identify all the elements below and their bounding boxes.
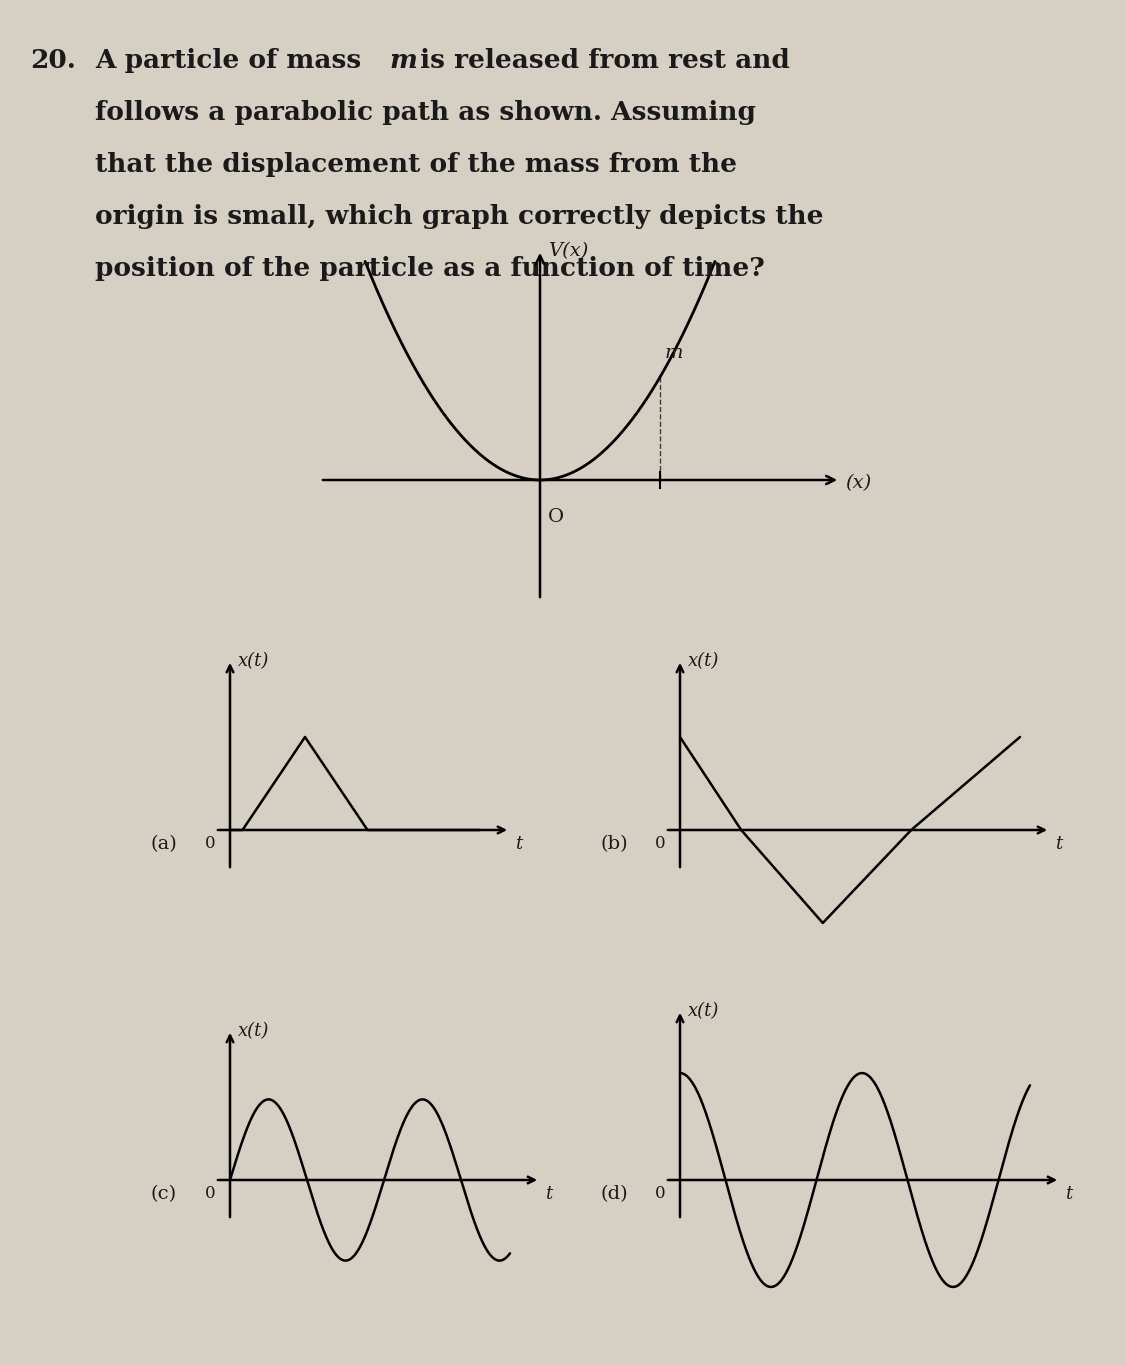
Text: (a): (a) [150, 835, 177, 853]
Text: (d): (d) [600, 1185, 627, 1203]
Text: t: t [1065, 1185, 1072, 1203]
Text: 0: 0 [654, 1185, 665, 1203]
Text: m: m [390, 48, 418, 72]
Text: is released from rest and: is released from rest and [411, 48, 789, 72]
Text: (x): (x) [844, 474, 872, 491]
Text: x(t): x(t) [688, 652, 720, 670]
Text: x(t): x(t) [238, 652, 269, 670]
Text: 0: 0 [205, 1185, 215, 1203]
Text: (c): (c) [150, 1185, 176, 1203]
Text: 20.: 20. [30, 48, 75, 72]
Text: A particle of mass: A particle of mass [95, 48, 370, 72]
Text: m: m [665, 344, 683, 362]
Text: origin is small, which graph correctly depicts the: origin is small, which graph correctly d… [95, 203, 823, 229]
Text: t: t [515, 835, 522, 853]
Text: follows a parabolic path as shown. Assuming: follows a parabolic path as shown. Assum… [95, 100, 756, 126]
Text: t: t [545, 1185, 552, 1203]
Text: x(t): x(t) [688, 1002, 720, 1020]
Text: 0: 0 [205, 835, 215, 852]
Text: (b): (b) [600, 835, 627, 853]
Text: position of the particle as a function of time?: position of the particle as a function o… [95, 257, 765, 281]
Text: O: O [548, 508, 564, 526]
Text: V(x): V(x) [548, 242, 589, 259]
Text: 0: 0 [654, 835, 665, 852]
Text: that the displacement of the mass from the: that the displacement of the mass from t… [95, 152, 738, 177]
Text: t: t [1055, 835, 1062, 853]
Text: x(t): x(t) [238, 1022, 269, 1040]
